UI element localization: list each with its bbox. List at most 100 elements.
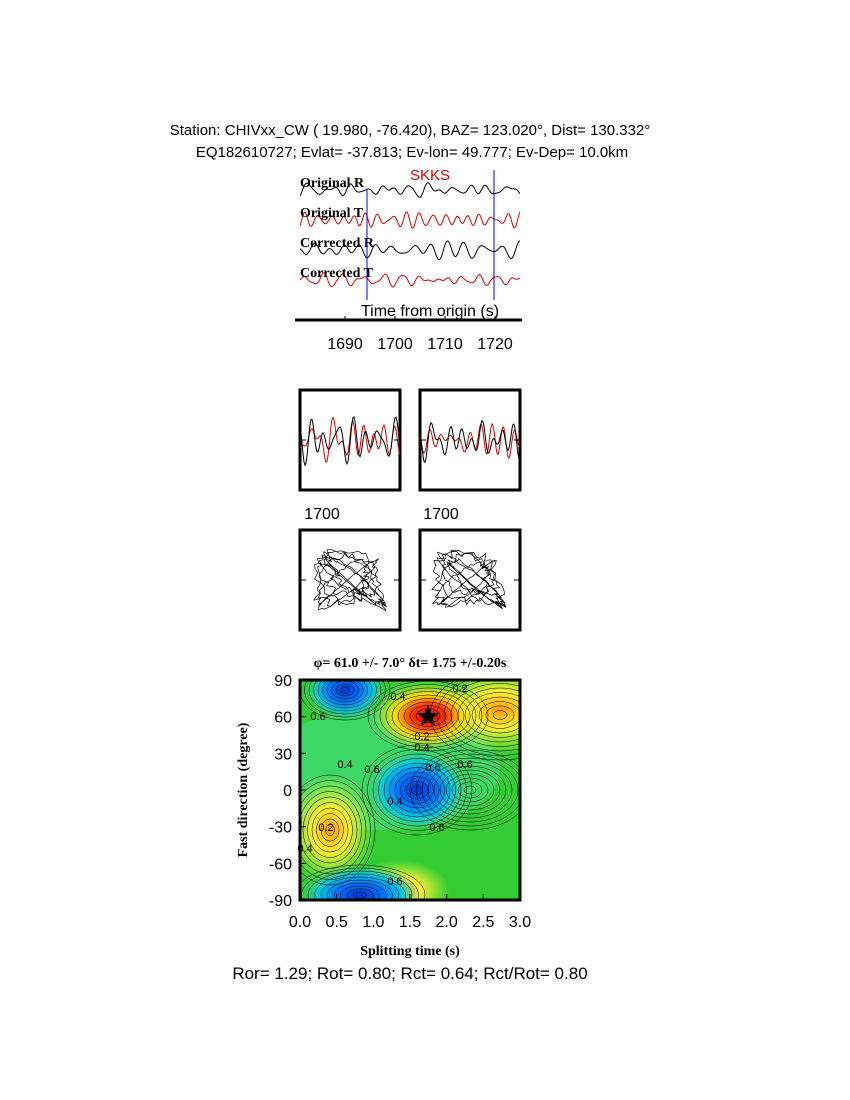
trace-label: Original R xyxy=(300,176,365,191)
contour-line xyxy=(335,683,355,697)
contour-line xyxy=(389,767,445,813)
contour-line xyxy=(403,701,453,731)
particle-motion xyxy=(431,549,507,610)
contour-label: 0.2 xyxy=(452,683,467,695)
contour-line xyxy=(322,680,368,706)
x-tick-label: 1720 xyxy=(477,336,513,353)
header-line: Station: CHIVxx_CW ( 19.980, -76.420), B… xyxy=(170,122,651,139)
contour-line xyxy=(385,691,471,741)
waveform xyxy=(420,419,520,464)
contour-line xyxy=(340,885,380,900)
best-fit-star xyxy=(417,705,439,726)
x-tick-label: 2.0 xyxy=(436,914,458,931)
x-tick-label: 1700 xyxy=(377,336,413,353)
contour-line xyxy=(464,692,520,738)
contour-line xyxy=(463,785,477,795)
contour-line xyxy=(300,774,376,886)
contour-line xyxy=(383,762,451,818)
contour-line xyxy=(300,864,426,900)
contour-line xyxy=(433,765,507,815)
axis-label: Time from origin (s) xyxy=(361,303,499,320)
x-tick-label: 2.5 xyxy=(472,914,494,931)
contour-line xyxy=(313,680,377,712)
contour-line xyxy=(325,824,335,836)
contour-line xyxy=(320,876,400,900)
box-tick-label: 1700 xyxy=(304,506,340,523)
contour-line xyxy=(379,687,477,745)
box-tick-label: 1700 xyxy=(423,506,459,523)
header-line: EQ182610727; Evlat= -37.813; Ev-lon= 49.… xyxy=(196,144,628,161)
contour-line xyxy=(314,873,406,900)
x-tick-label: 3.0 xyxy=(509,914,531,931)
contour-line xyxy=(320,818,340,842)
contour-line xyxy=(372,753,462,827)
contour-label: 0.4 xyxy=(414,742,429,754)
contour-line xyxy=(492,710,508,720)
y-axis-label: Fast direction (degree) xyxy=(236,722,251,857)
contour-label: 0.6 xyxy=(457,759,472,771)
waveform xyxy=(300,211,520,229)
contour-line xyxy=(308,680,382,715)
x-tick-label: 0.5 xyxy=(326,914,348,931)
contour-line xyxy=(367,749,467,831)
x-axis-label: Splitting time (s) xyxy=(360,944,460,959)
contour-label: 0.6 xyxy=(425,762,440,774)
contour-line xyxy=(333,882,387,900)
contour-line xyxy=(457,687,520,743)
contour-label: 0.4 xyxy=(387,796,402,808)
particle-motion xyxy=(313,548,388,612)
contour-line xyxy=(443,680,520,752)
contour-label: 0.6 xyxy=(364,764,379,776)
contour-line xyxy=(300,680,391,721)
contour-label: 0.2 xyxy=(318,822,333,834)
contour-line xyxy=(451,777,489,803)
contour-line xyxy=(485,705,515,725)
waveform xyxy=(300,416,400,467)
contour-line xyxy=(391,694,465,738)
x-tick-label: 1.5 xyxy=(399,914,421,931)
contour-line xyxy=(340,686,350,694)
contour-line xyxy=(427,761,513,819)
contour-line xyxy=(311,807,349,853)
contour-line xyxy=(326,680,364,703)
contour-line xyxy=(478,701,520,729)
x-tick-label: 0.0 xyxy=(289,914,311,931)
contour-line xyxy=(421,757,519,823)
contour-line xyxy=(307,870,413,900)
contour-line xyxy=(457,781,483,799)
contour-line xyxy=(353,891,367,899)
contour-line xyxy=(327,879,393,900)
x-tick-label: 1690 xyxy=(327,336,363,353)
contour-label: 0.4 xyxy=(337,759,352,771)
contour-line xyxy=(445,773,495,807)
map-axes: 0.0 0.5 1.0 1.5 2.0 2.5 3.0 -90 -60 -30 0 30 60 90 0.2… xyxy=(269,673,531,931)
contour-label: 0.4 xyxy=(297,843,312,855)
waveform xyxy=(420,422,520,460)
contour-line xyxy=(400,776,434,804)
contour-line xyxy=(471,696,520,734)
misfit-map xyxy=(300,680,520,900)
phase-label: SKKS xyxy=(410,167,450,184)
y-tick-label: -30 xyxy=(269,820,292,837)
trace-panel: Original R Original T Corrected R Corrected… xyxy=(300,176,520,353)
contour-line xyxy=(411,785,423,795)
component-traces xyxy=(300,416,520,612)
contour-line xyxy=(307,802,353,858)
contour-line xyxy=(415,753,520,827)
trace-label: Original T xyxy=(300,206,364,221)
contour-line xyxy=(317,680,373,709)
contour-line xyxy=(378,758,456,822)
waveform xyxy=(300,272,520,288)
trace-label: Corrected T xyxy=(300,266,374,281)
y-tick-label: 0 xyxy=(283,783,292,800)
contour-line xyxy=(409,749,520,831)
y-tick-label: 90 xyxy=(274,673,292,690)
contour-line xyxy=(304,680,386,718)
footer: Ror= 1.29; Rot= 0.80; Rct= 0.64; Rct/Rot… xyxy=(232,964,587,983)
contour-label: 0.6 xyxy=(310,711,325,723)
map-title: φ= 61.0 +/- 7.0° δt= 1.75 +/-0.20s xyxy=(314,656,507,671)
x-tick-label: 1.0 xyxy=(362,914,384,931)
waveform xyxy=(300,416,400,463)
x-tick-label: 1710 xyxy=(427,336,463,353)
